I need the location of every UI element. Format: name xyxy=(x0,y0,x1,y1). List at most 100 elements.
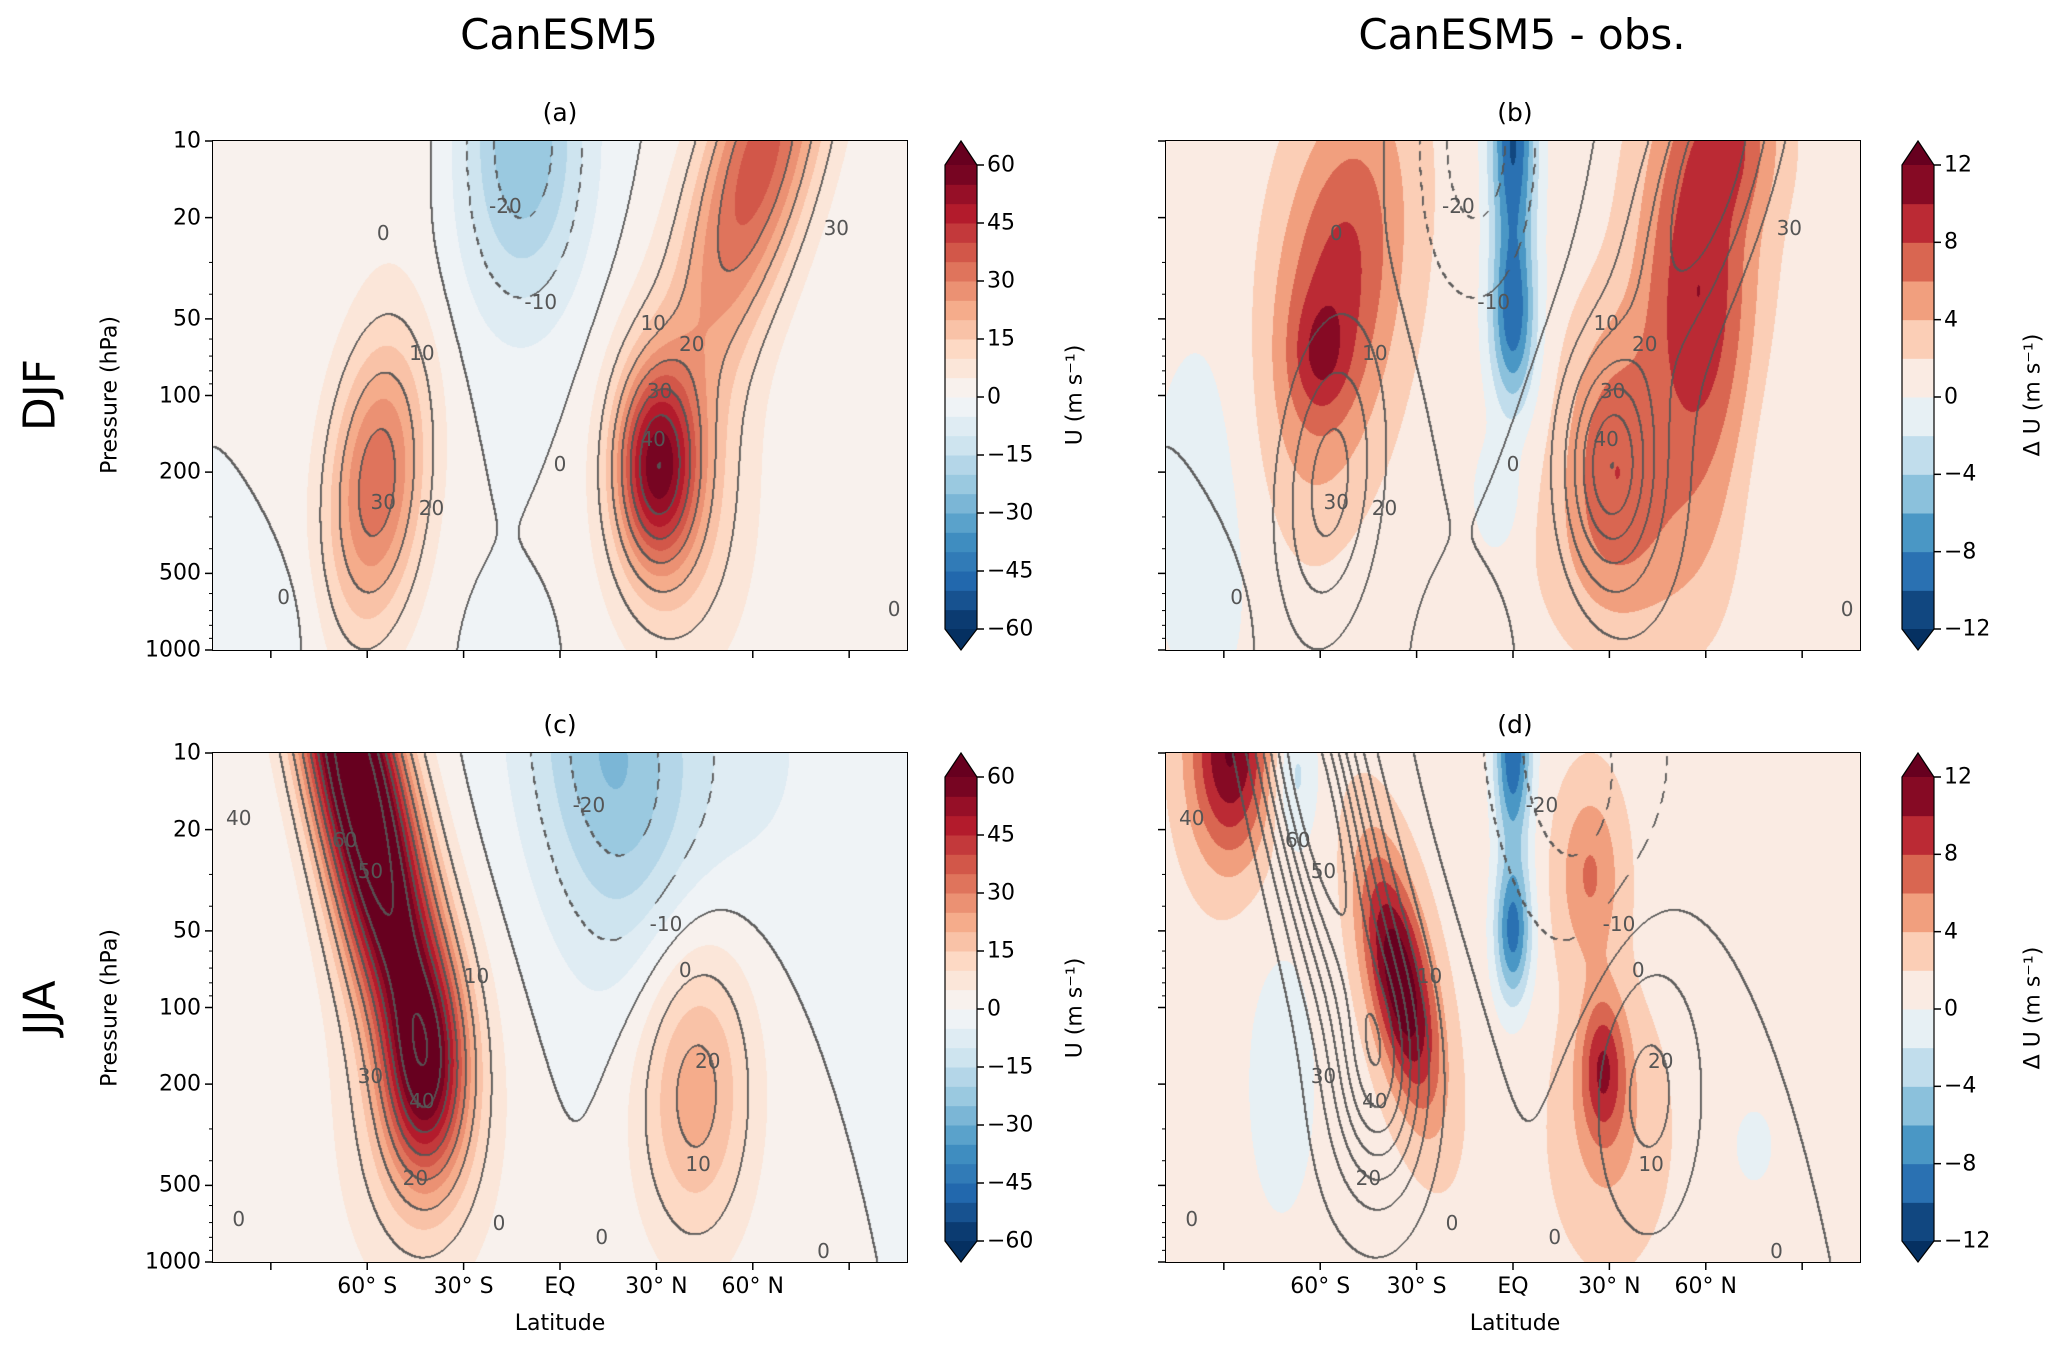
contour-panel-c xyxy=(211,751,908,1263)
contour-label: 30 xyxy=(823,216,850,241)
contour-label: 30 xyxy=(1323,490,1350,515)
contour-label: 20 xyxy=(1371,495,1398,520)
colorbar-band xyxy=(1902,893,1934,933)
contour-label: 30 xyxy=(1599,378,1626,403)
colorbar-band xyxy=(945,951,977,971)
x-tick-label: EQ xyxy=(544,1274,576,1299)
contour-label: 20 xyxy=(418,495,445,520)
contour-label: 30 xyxy=(646,378,673,403)
x-tick-label: 60° N xyxy=(721,1274,784,1299)
panel-title-b: (b) xyxy=(1497,98,1533,127)
contour-label: 10 xyxy=(409,340,435,365)
colorbar-extend-max xyxy=(945,141,977,165)
colorbar-extend-max xyxy=(945,753,977,777)
contour-label: 0 xyxy=(1506,452,1520,477)
colorbar-band xyxy=(945,1105,977,1126)
colorbar-band xyxy=(945,835,977,855)
colorbar-band xyxy=(945,242,977,263)
colorbar-band xyxy=(1902,319,1934,359)
colorbar-band xyxy=(1902,1086,1934,1126)
colorbar-extend-max xyxy=(1902,753,1934,777)
contour-label: 30 xyxy=(357,1064,384,1089)
column-title-model: CanESM5 xyxy=(460,10,658,59)
axes-ticks-d xyxy=(1158,752,1803,1270)
colorbar-band xyxy=(945,261,977,282)
colorbar-band xyxy=(945,1067,977,1087)
colorbar-band xyxy=(945,1028,977,1049)
x-axis-label-c: Latitude xyxy=(514,1311,606,1336)
contour-label: -10 xyxy=(1477,290,1511,315)
colorbar-band xyxy=(945,1125,977,1145)
filled-contours-d xyxy=(1165,752,1860,1262)
contour-label: -10 xyxy=(1602,912,1636,937)
colorbar-tick-label: −12 xyxy=(1944,1228,1991,1254)
colorbar-tick-label: −4 xyxy=(1944,461,1977,487)
colorbar-band xyxy=(945,300,977,321)
contour-label: 60 xyxy=(331,828,358,853)
colorbar-band xyxy=(1902,1125,1934,1165)
colorbar-band xyxy=(945,513,977,533)
colorbar-band xyxy=(945,1221,977,1242)
colorbar-tick-label: −30 xyxy=(987,1112,1034,1138)
colorbar-band xyxy=(1902,815,1934,855)
x-tick-label: EQ xyxy=(1497,1274,1529,1299)
colorbar-band xyxy=(1902,242,1934,282)
contour-label: -20 xyxy=(489,193,522,218)
x-axis-label-d: Latitude xyxy=(1469,1311,1561,1336)
contour-label: 10 xyxy=(463,963,490,988)
contour-label: -10 xyxy=(649,912,683,937)
contour-label: 0 xyxy=(595,1225,609,1250)
colorbar-tick-label: 8 xyxy=(1944,841,1958,867)
x-tick-label: 30° S xyxy=(1386,1274,1447,1299)
colorbar-band xyxy=(945,223,977,243)
colorbar-tick-label: 15 xyxy=(987,938,1015,964)
y-axis-label-a: Pressure (hPa) xyxy=(97,316,123,474)
colorbar-tick-label: 45 xyxy=(987,822,1015,848)
colorbar-band xyxy=(1902,970,1934,1010)
x-tick-label: 30° N xyxy=(625,1274,688,1299)
contour-label: 40 xyxy=(640,426,666,451)
colorbar-tick-label: 0 xyxy=(987,384,1001,410)
colorbar-band xyxy=(945,609,977,630)
contour-label: 20 xyxy=(695,1048,721,1073)
row-label-djf: DJF xyxy=(14,358,66,432)
y-tick-label: 50 xyxy=(173,306,201,332)
colorbar-tick-label: −30 xyxy=(987,500,1034,526)
colorbar-tick-label: −8 xyxy=(1944,539,1977,565)
contour-label: 0 xyxy=(678,957,692,982)
y-tick-label: 10 xyxy=(173,740,201,766)
contour-label: 20 xyxy=(1355,1166,1382,1191)
colorbar-tick-label: −45 xyxy=(987,558,1034,584)
contour-label: 10 xyxy=(1362,340,1388,365)
colorbar-band xyxy=(945,416,977,437)
colorbar-band xyxy=(945,551,977,572)
colorbar-band xyxy=(945,165,977,185)
colorbar-a xyxy=(944,139,984,651)
colorbar-band xyxy=(945,474,977,495)
colorbar-band xyxy=(945,1009,977,1029)
contour-label: 0 xyxy=(492,1210,506,1235)
contour-label: -20 xyxy=(1442,193,1475,218)
y-tick-label: 100 xyxy=(159,383,201,408)
contour-label: 20 xyxy=(1631,332,1658,357)
x-tick-label: 60° N xyxy=(1674,1274,1737,1299)
colorbar-extend-max xyxy=(1902,141,1934,165)
contour-label: 0 xyxy=(817,1238,830,1263)
colorbar-tick-label: −60 xyxy=(987,616,1034,642)
colorbar-band xyxy=(945,931,977,952)
colorbar-band xyxy=(1902,203,1934,243)
colorbar-band xyxy=(945,912,977,933)
colorbar-band xyxy=(945,281,977,301)
axes-ticks-b xyxy=(1158,140,1803,658)
colorbar-tick-label: 4 xyxy=(1944,307,1958,333)
contour-label: 0 xyxy=(1770,1238,1783,1263)
contour-label: 10 xyxy=(685,1151,711,1176)
colorbar-band xyxy=(945,1183,977,1203)
colorbar-band xyxy=(1902,513,1934,553)
contour-label: 0 xyxy=(1445,1210,1459,1235)
colorbar-extend-min xyxy=(945,629,977,650)
colorbar-band xyxy=(945,796,977,817)
colorbar-extend-min xyxy=(945,1241,977,1262)
x-tick-label: 30° N xyxy=(1578,1274,1641,1299)
panel-title-d: (d) xyxy=(1497,710,1533,739)
